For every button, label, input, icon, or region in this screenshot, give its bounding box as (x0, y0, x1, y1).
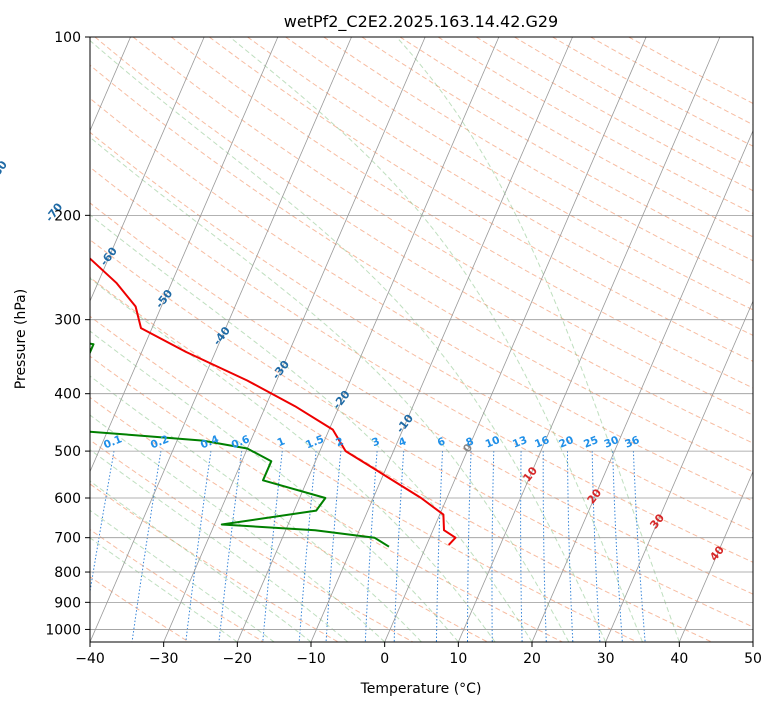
x-tick-label: 40 (670, 651, 688, 667)
y-tick-label: 400 (54, 387, 81, 403)
x-tick-label: −40 (75, 651, 105, 667)
x-tick-label: −10 (296, 651, 326, 667)
y-tick-label: 500 (54, 444, 81, 460)
x-tick-label: 0 (380, 651, 389, 667)
x-tick-label: 20 (523, 651, 541, 667)
y-tick-label: 800 (54, 565, 81, 581)
y-tick-label: 100 (54, 30, 81, 46)
x-axis-label: Temperature (°C) (360, 681, 482, 697)
x-tick-label: −20 (223, 651, 253, 667)
y-tick-label: 1000 (45, 622, 81, 638)
y-axis-label: Pressure (hPa) (13, 289, 29, 389)
x-tick-label: 50 (744, 651, 762, 667)
y-tick-label: 700 (54, 531, 81, 547)
y-tick-label: 900 (54, 595, 81, 611)
x-tick-label: 10 (449, 651, 467, 667)
y-tick-label: 200 (54, 208, 81, 224)
y-tick-label: 600 (54, 491, 81, 507)
chart-title: wetPf2_C2E2.2025.163.14.42.G29 (284, 12, 558, 32)
x-tick-label: −30 (149, 651, 179, 667)
x-tick-label: 30 (597, 651, 615, 667)
y-tick-label: 300 (54, 313, 81, 329)
